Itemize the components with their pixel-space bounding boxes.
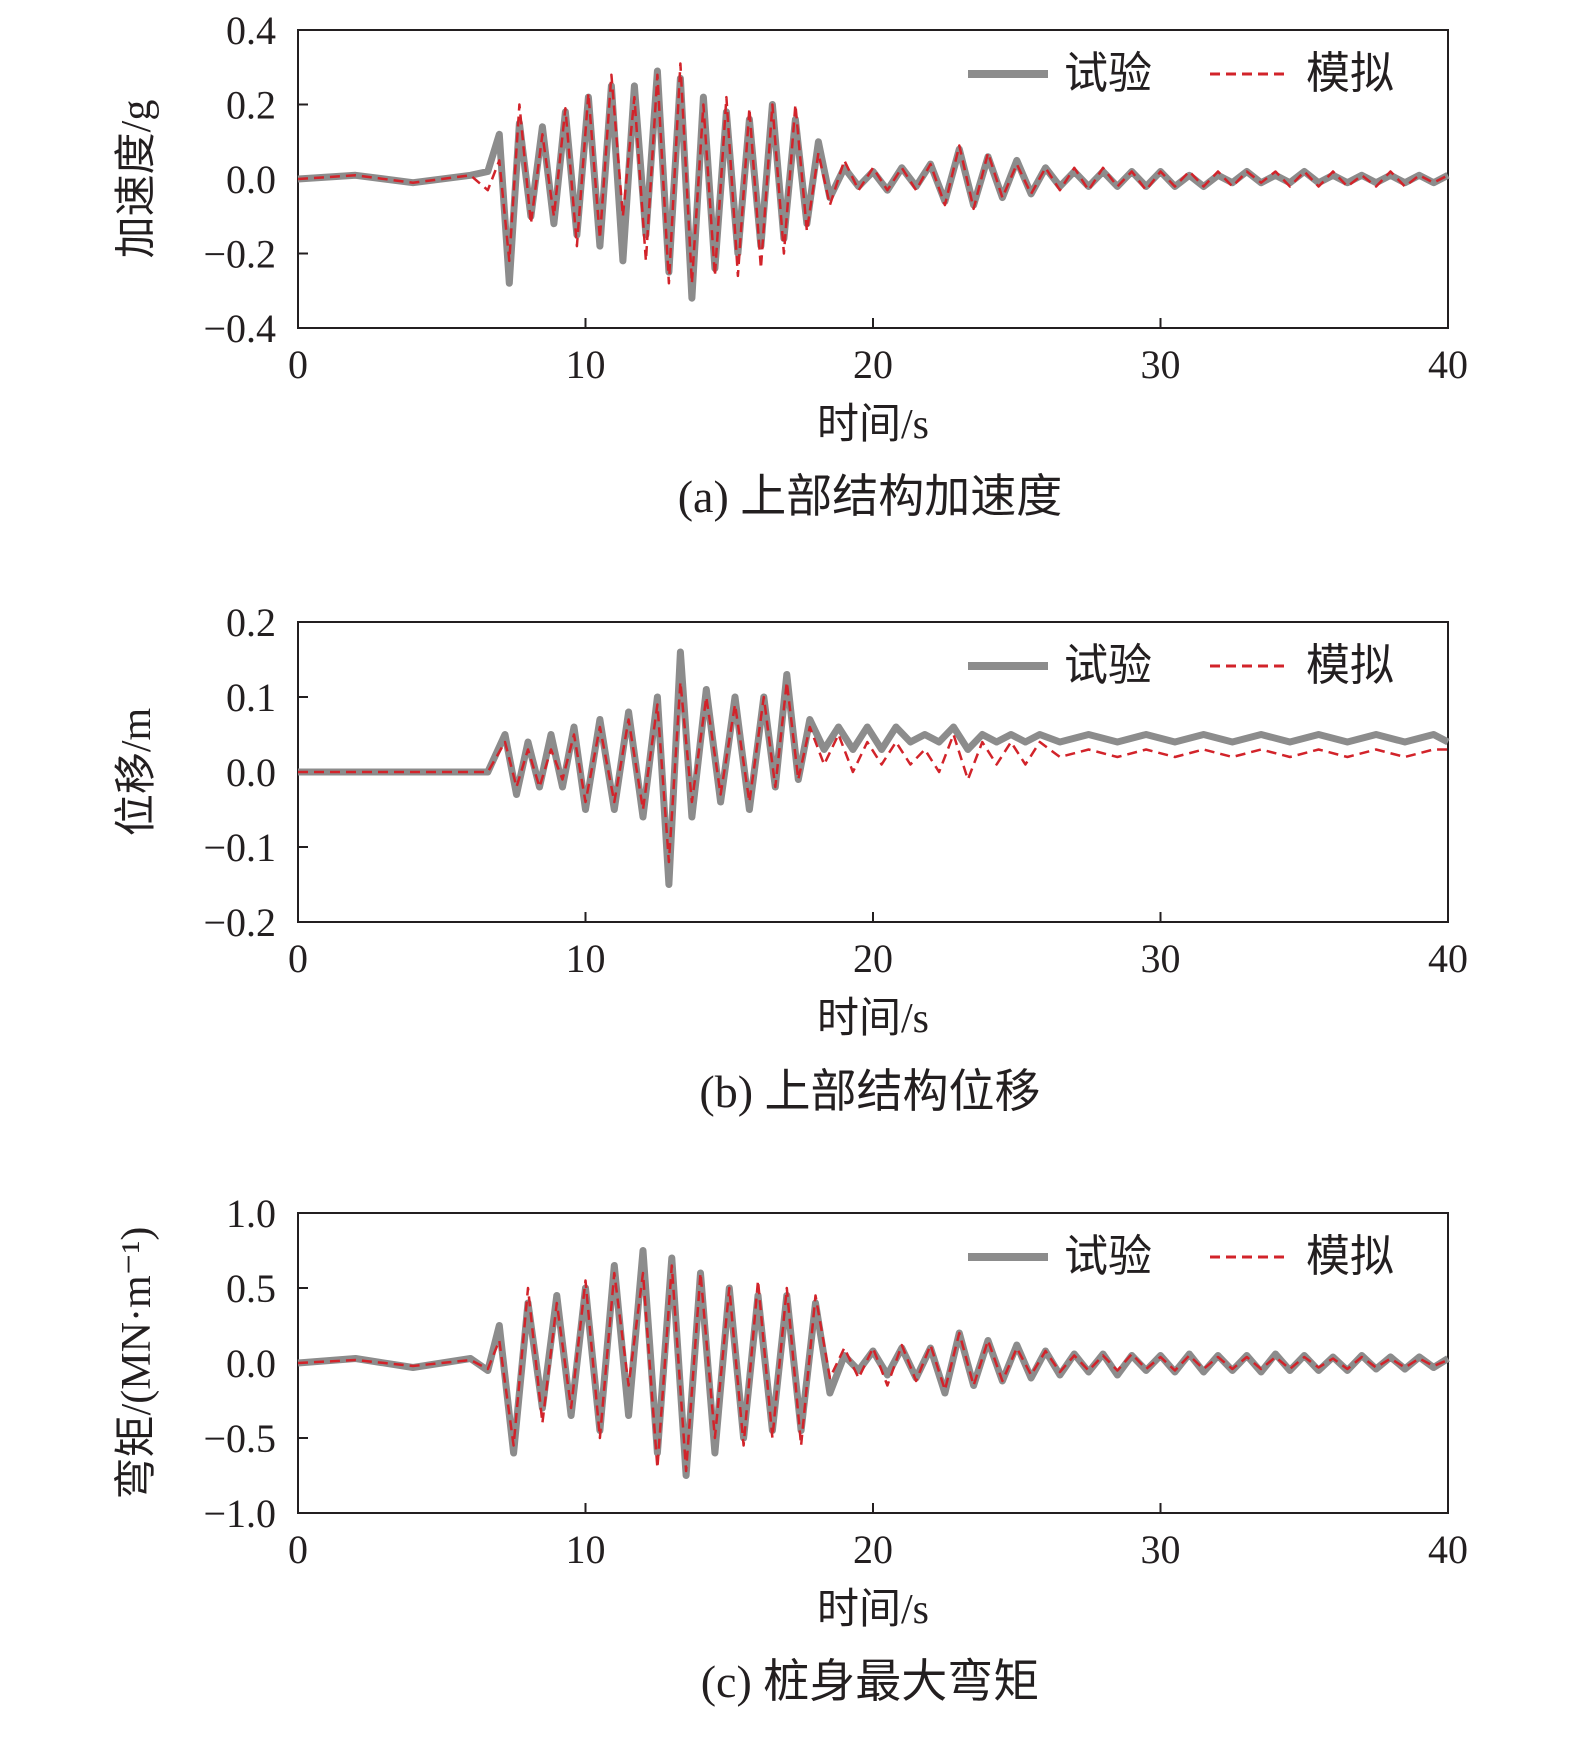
legend-label-experiment: 试验	[1064, 1232, 1152, 1281]
panel-caption: (c) 桩身最大弯矩	[701, 1656, 1040, 1707]
y-tick-label: −1.0	[203, 1491, 276, 1536]
x-tick-label: 40	[1428, 936, 1468, 981]
chart-panel-c: 0 10 20 30 40 −1.0 −0.5 0.0 0.5 1.0 时间/s 弯矩/(MN·m⁻¹…	[113, 1191, 1468, 1707]
y-tick-label: −0.4	[203, 306, 276, 351]
x-tick-label: 20	[853, 1527, 893, 1572]
x-tick-label: 0	[288, 342, 308, 387]
series-line-simulation	[297, 62, 1449, 285]
x-tick-label: 10	[566, 936, 606, 981]
x-tick-label: 10	[566, 342, 606, 387]
chart-panel-b: 0 10 20 30 40 −0.2 −0.1 0.0 0.1 0.2 时间/s 位移/m (b) 上部…	[113, 600, 1468, 1117]
x-tick-label: 0	[288, 1527, 308, 1572]
series-line-experiment	[297, 1247, 1450, 1479]
y-tick-label: −0.2	[203, 232, 276, 277]
legend-label-simulation: 模拟	[1306, 1232, 1394, 1281]
legend-label-experiment: 试验	[1064, 49, 1152, 98]
x-tick-label: 20	[853, 342, 893, 387]
x-tick-label: 20	[853, 936, 893, 981]
series-line-experiment	[298, 648, 1450, 888]
y-tick-label: 0.0	[226, 1341, 276, 1386]
y-tick-label: 0.4	[226, 8, 276, 53]
y-tick-label: −0.2	[203, 900, 276, 945]
x-axis-label: 时间/s	[817, 996, 929, 1042]
y-axis-label: 加速度/g	[114, 100, 160, 259]
y-axis-label: 位移/m	[113, 708, 160, 837]
x-tick-label: 10	[566, 1527, 606, 1572]
x-axis-label: 时间/s	[817, 1587, 929, 1633]
x-tick-label: 30	[1141, 342, 1181, 387]
y-tick-label: 1.0	[226, 1191, 276, 1236]
y-tick-label: −0.1	[203, 825, 276, 870]
y-tick-label: 0.0	[226, 750, 276, 795]
panel-caption: (b) 上部结构位移	[699, 1066, 1040, 1117]
y-tick-label: 0.0	[226, 157, 276, 202]
y-axis-label: 弯矩/(MN·m⁻¹)	[113, 1227, 160, 1500]
x-tick-label: 0	[288, 936, 308, 981]
x-tick-label: 30	[1141, 1527, 1181, 1572]
x-axis-label: 时间/s	[817, 402, 929, 448]
series-line-experiment	[297, 67, 1450, 302]
y-tick-label: 0.5	[226, 1266, 276, 1311]
legend-label-simulation: 模拟	[1306, 49, 1394, 98]
series-line-simulation	[298, 680, 1448, 864]
y-tick-label: −0.5	[203, 1416, 276, 1461]
panel-caption: (a) 上部结构加速度	[678, 471, 1063, 522]
legend-label-simulation: 模拟	[1306, 641, 1394, 690]
x-tick-label: 30	[1141, 936, 1181, 981]
legend-label-experiment: 试验	[1064, 641, 1152, 690]
chart-panel-a: 0 10 20 30 40 −0.4 −0.2 0.0 0.2 0.4 时间/s 加速度/g (a) 上…	[114, 8, 1468, 522]
y-tick-label: 0.2	[226, 83, 276, 128]
y-tick-label: 0.1	[226, 675, 276, 720]
y-tick-label: 0.2	[226, 600, 276, 645]
x-tick-label: 40	[1428, 1527, 1468, 1572]
x-tick-label: 40	[1428, 342, 1468, 387]
series-line-simulation	[297, 1264, 1449, 1473]
